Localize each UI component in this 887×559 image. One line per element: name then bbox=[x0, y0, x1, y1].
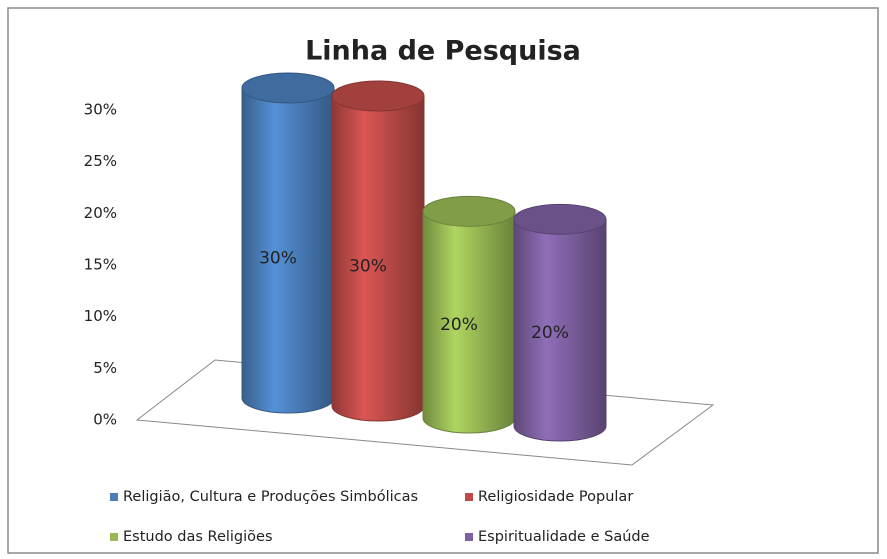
y-tick-label: 30% bbox=[84, 101, 117, 119]
cylinder-top bbox=[241, 72, 335, 104]
data-label: 30% bbox=[259, 249, 297, 269]
data-label: 20% bbox=[531, 323, 569, 343]
legend-swatch bbox=[110, 533, 118, 541]
legend-swatch bbox=[465, 533, 473, 541]
cylinder bbox=[513, 218, 607, 442]
legend-label: Religiosidade Popular bbox=[478, 489, 633, 505]
y-tick-label: 25% bbox=[84, 152, 117, 170]
cylinder bbox=[422, 210, 516, 434]
y-tick-label: 20% bbox=[84, 204, 117, 222]
data-label: 20% bbox=[440, 315, 478, 335]
chart-title: Linha de Pesquisa bbox=[305, 36, 581, 67]
cylinder bbox=[331, 95, 425, 422]
cylinder-top bbox=[513, 203, 607, 235]
cylinder-top bbox=[331, 80, 425, 112]
y-tick-label: 10% bbox=[84, 307, 117, 325]
legend-label: Estudo das Religiões bbox=[123, 529, 273, 545]
legend-label: Religião, Cultura e Produções Simbólicas bbox=[123, 489, 418, 505]
legend-label: Espiritualidade e Saúde bbox=[478, 529, 650, 545]
legend-swatch bbox=[465, 493, 473, 501]
y-tick-label: 5% bbox=[93, 359, 117, 377]
legend-swatch bbox=[110, 493, 118, 501]
data-label: 30% bbox=[349, 257, 387, 277]
y-tick-label: 15% bbox=[84, 256, 117, 274]
y-tick-label: 0% bbox=[93, 411, 117, 429]
cylinder-top bbox=[422, 195, 516, 227]
